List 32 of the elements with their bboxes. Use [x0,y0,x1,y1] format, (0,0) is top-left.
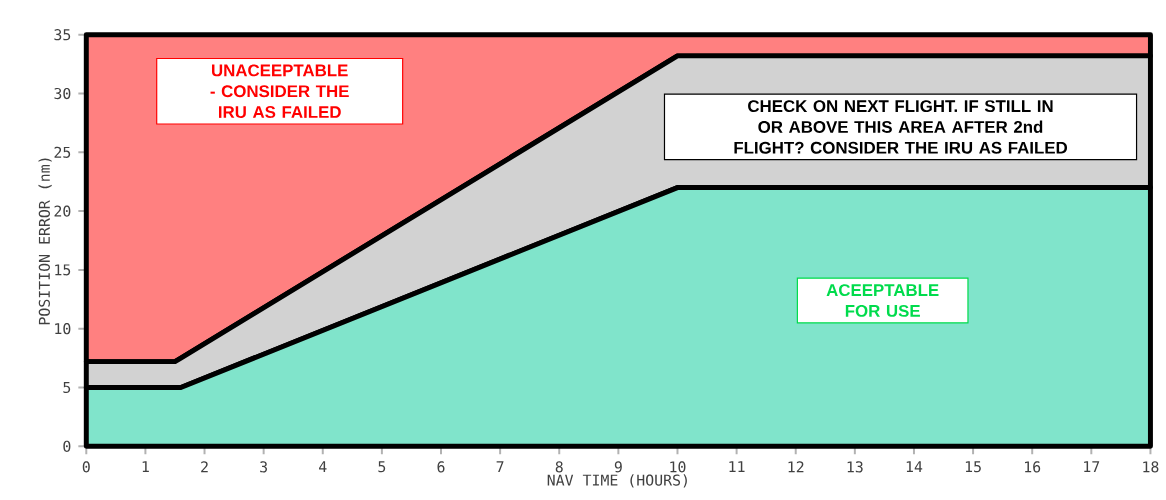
x-tick-label: 6 [437,461,445,473]
x-tick-label: 10 [670,461,686,473]
y-tick-label: 5 [63,382,71,394]
annotation: ACEEPTABLE FOR USE [826,284,939,317]
annotation: CHECK ON NEXT FLIGHT. IF STILL IN OR ABOVE THIS AREA AFTER 2nd FLIGHT? CONSIDER THE IRU AS FAILED [734,100,1068,154]
y-tick-label: 0 [63,440,71,452]
x-tick-label: 12 [788,461,804,473]
x-tick-label: 3 [260,461,268,473]
y-axis-title: POSITION ERROR (nm) [38,158,52,325]
y-tick-label: 20 [54,205,71,217]
x-axis-title: NAV TIME (HOURS) [547,474,687,488]
x-tick-label: 8 [555,461,563,473]
x-tick-label: 13 [847,461,863,473]
x-tick-label: 5 [378,461,386,473]
x-tick-label: 11 [729,461,745,473]
x-tick-label: 9 [614,461,622,473]
y-tick-label: 10 [55,323,71,335]
y-tick-label: 35 [54,29,71,41]
x-tick-label: 16 [1025,461,1041,473]
x-tick-label: 15 [965,461,981,473]
x-tick-label: 7 [496,461,504,473]
y-tick-label: 15 [55,264,71,276]
annotation: UNACEEPTABLE - CONSIDER THE IRU AS FAILED [210,64,349,119]
y-tick-label: 30 [54,87,71,100]
y-tick-label: 25 [54,146,71,159]
x-tick-label: 17 [1084,461,1100,473]
x-tick-label: 4 [319,461,327,473]
x-tick-label: 0 [82,461,90,473]
x-tick-label: 1 [142,461,149,473]
x-tick-label: 14 [906,461,923,473]
x-tick-label: 18 [1143,461,1159,473]
x-tick-label: 2 [201,461,208,473]
